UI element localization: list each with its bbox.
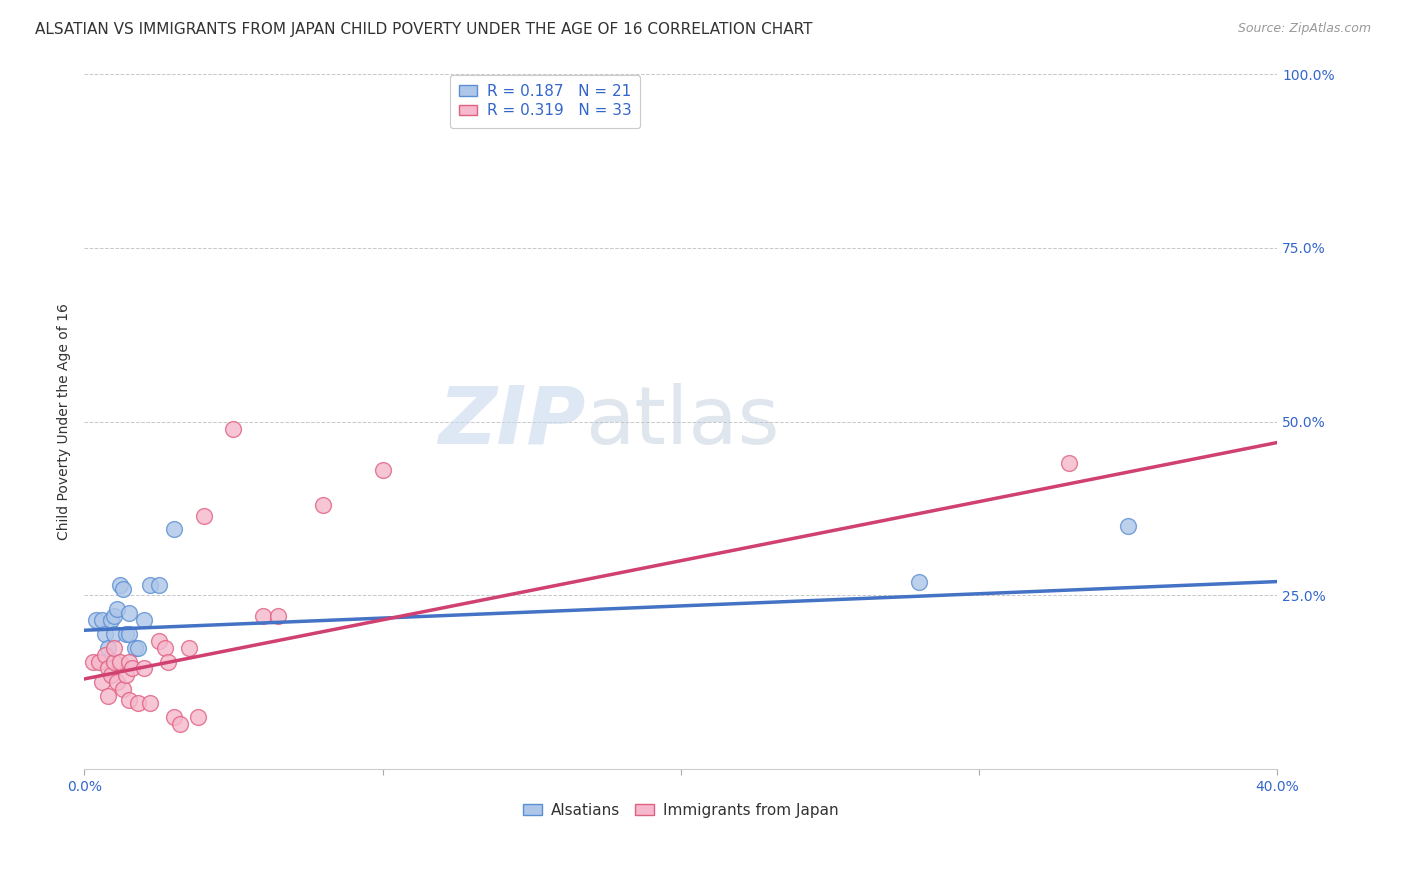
Point <box>103 655 125 669</box>
Point <box>177 640 200 655</box>
Point <box>115 626 138 640</box>
Point <box>112 682 135 697</box>
Point <box>153 640 176 655</box>
Point <box>187 710 209 724</box>
Point <box>105 675 128 690</box>
Point <box>1116 519 1139 533</box>
Point <box>118 606 141 620</box>
Text: ZIP: ZIP <box>439 383 585 460</box>
Point <box>97 640 120 655</box>
Point <box>105 602 128 616</box>
Point <box>252 609 274 624</box>
Point <box>97 661 120 675</box>
Point <box>127 696 149 710</box>
Point <box>139 696 162 710</box>
Point <box>163 523 186 537</box>
Point <box>91 613 114 627</box>
Point <box>908 574 931 589</box>
Text: ALSATIAN VS IMMIGRANTS FROM JAPAN CHILD POVERTY UNDER THE AGE OF 16 CORRELATION : ALSATIAN VS IMMIGRANTS FROM JAPAN CHILD … <box>35 22 813 37</box>
Point <box>112 582 135 596</box>
Legend: Alsatians, Immigrants from Japan: Alsatians, Immigrants from Japan <box>517 797 845 824</box>
Point <box>371 463 394 477</box>
Point <box>97 690 120 704</box>
Point <box>193 508 215 523</box>
Point <box>100 613 122 627</box>
Point <box>132 661 155 675</box>
Point <box>148 633 170 648</box>
Point <box>103 626 125 640</box>
Point <box>222 422 245 436</box>
Point <box>127 640 149 655</box>
Point <box>118 693 141 707</box>
Point <box>94 626 117 640</box>
Point <box>108 578 131 592</box>
Text: atlas: atlas <box>585 383 780 460</box>
Y-axis label: Child Poverty Under the Age of 16: Child Poverty Under the Age of 16 <box>58 303 72 540</box>
Point <box>132 613 155 627</box>
Point <box>82 655 104 669</box>
Point <box>312 498 335 512</box>
Point <box>103 640 125 655</box>
Point <box>94 648 117 662</box>
Point <box>148 578 170 592</box>
Point <box>115 668 138 682</box>
Text: Source: ZipAtlas.com: Source: ZipAtlas.com <box>1237 22 1371 36</box>
Point <box>118 626 141 640</box>
Point <box>108 655 131 669</box>
Point <box>139 578 162 592</box>
Point <box>89 655 111 669</box>
Point <box>163 710 186 724</box>
Point <box>121 661 143 675</box>
Point <box>267 609 290 624</box>
Point <box>118 655 141 669</box>
Point <box>169 717 191 731</box>
Point <box>124 640 146 655</box>
Point <box>84 613 107 627</box>
Point <box>1057 456 1080 470</box>
Point <box>100 668 122 682</box>
Point <box>156 655 179 669</box>
Point <box>103 609 125 624</box>
Point <box>91 675 114 690</box>
